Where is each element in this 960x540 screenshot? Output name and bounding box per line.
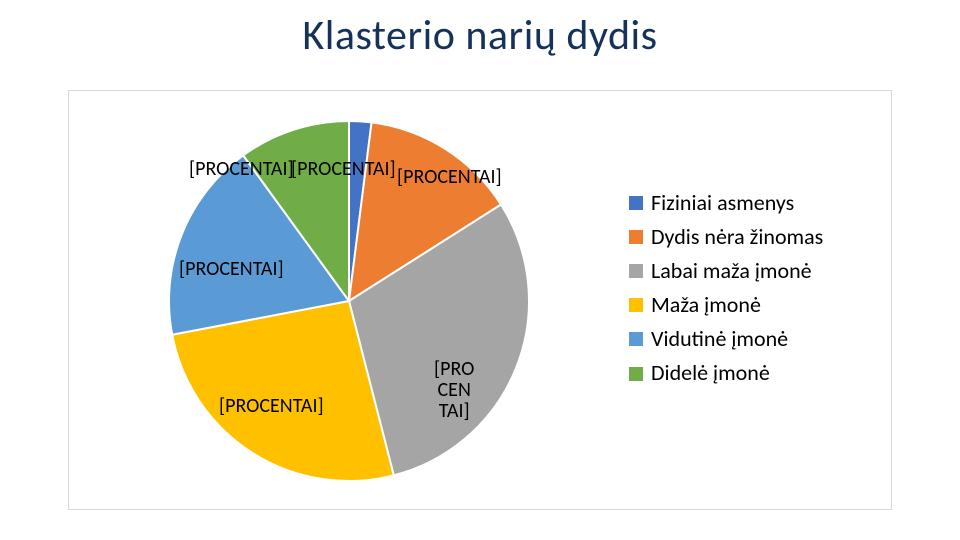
chart-title: Klasterio narių dydis xyxy=(0,10,960,61)
legend-label: Fiziniai asmenys xyxy=(651,186,794,220)
label-maza: [PROCENTAI] xyxy=(219,396,324,417)
legend: Fiziniai asmenysDydis nėra žinomasLabai … xyxy=(629,186,823,391)
legend-item: Vidutinė įmonė xyxy=(629,322,823,356)
legend-item: Dydis nėra žinomas xyxy=(629,220,823,254)
legend-item: Labai maža įmonė xyxy=(629,254,823,288)
label-nezinomas: [PROCENTAI] xyxy=(397,167,502,188)
legend-swatch xyxy=(629,332,643,346)
legend-label: Dydis nėra žinomas xyxy=(651,220,823,254)
legend-label: Didelė įmonė xyxy=(651,356,770,390)
legend-swatch xyxy=(629,196,643,210)
legend-item: Maža įmonė xyxy=(629,288,823,322)
legend-swatch xyxy=(629,230,643,244)
label-vidutine: [PROCENTAI] xyxy=(179,259,284,280)
legend-item: Didelė įmonė xyxy=(629,356,823,390)
slide-root: Klasterio narių dydis [PROCENTAI] [PROCE… xyxy=(0,0,960,540)
legend-item: Fiziniai asmenys xyxy=(629,186,823,220)
legend-swatch xyxy=(629,367,643,381)
legend-label: Vidutinė įmonė xyxy=(651,322,788,356)
legend-label: Maža įmonė xyxy=(651,288,761,322)
label-labai-maza: [PRO CEN TAI] xyxy=(434,359,474,422)
label-didele-outer: [PROCENTAI] xyxy=(189,159,294,180)
legend-swatch xyxy=(629,298,643,312)
chart-frame: [PROCENTAI] [PROCENTAI] [PROCENTAI] [PRO… xyxy=(68,90,892,510)
legend-label: Labai maža įmonė xyxy=(651,254,812,288)
label-fiziniai: [PROCENTAI] xyxy=(291,159,396,180)
legend-swatch xyxy=(629,264,643,278)
